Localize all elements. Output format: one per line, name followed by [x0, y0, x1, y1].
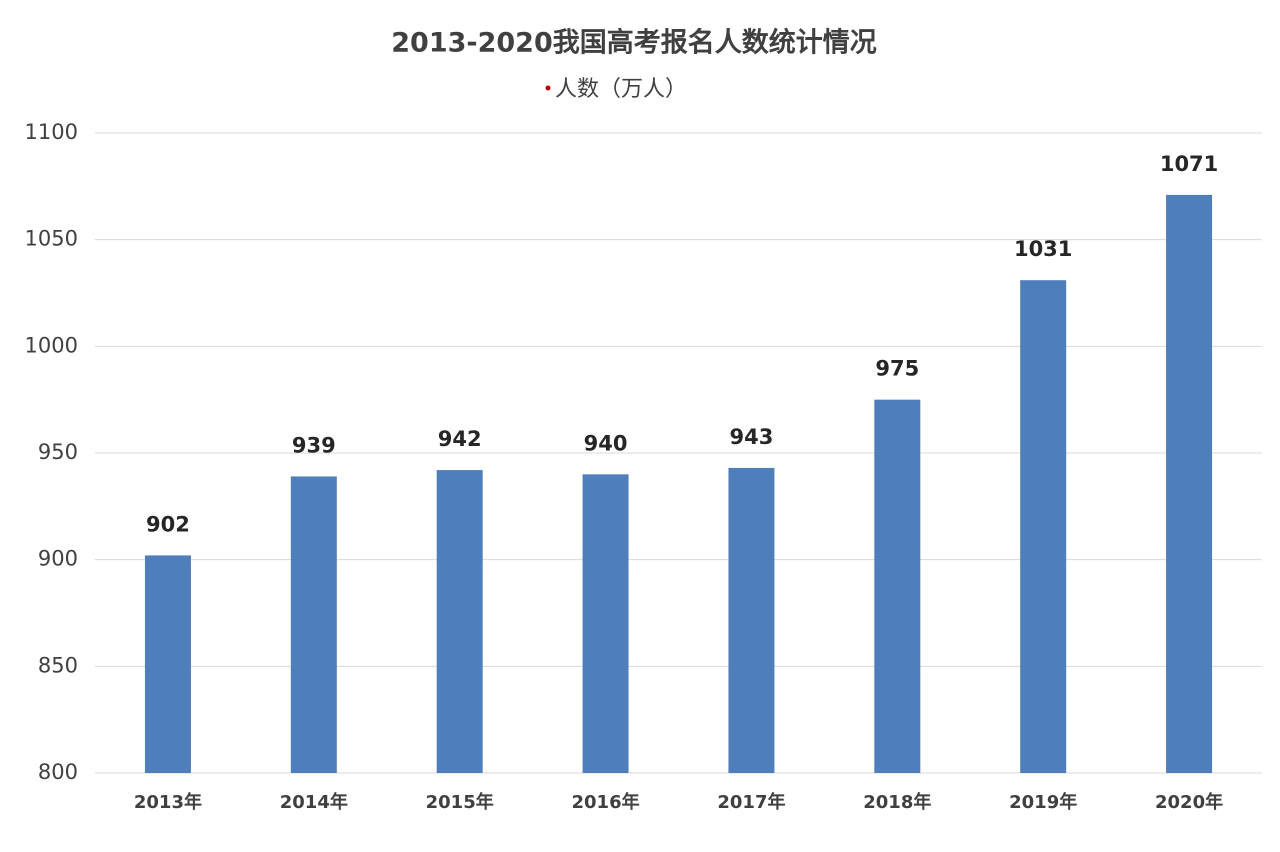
chart-title: 2013-2020我国高考报名人数统计情况: [391, 27, 877, 59]
data-label: 902: [146, 512, 190, 536]
x-tick-label: 2018年: [863, 791, 931, 813]
y-tick-label: 1050: [25, 227, 78, 251]
y-tick-label: 850: [38, 653, 78, 677]
bar: [1020, 280, 1067, 773]
bar: [144, 555, 191, 773]
data-label: 942: [438, 427, 482, 451]
bar: [436, 470, 483, 773]
y-tick-label: 950: [38, 440, 78, 464]
bar: [582, 474, 629, 773]
y-tick-label: 1100: [25, 120, 78, 144]
x-tick-label: 2016年: [572, 791, 640, 813]
legend-marker: [545, 85, 551, 91]
data-label: 943: [730, 425, 774, 449]
bar: [874, 399, 921, 773]
legend-label: 人数（万人）: [555, 77, 687, 102]
y-tick-label: 800: [38, 760, 78, 784]
data-label: 940: [584, 431, 628, 455]
data-label: 1071: [1160, 152, 1218, 176]
y-tick-label: 1000: [25, 333, 78, 357]
y-tick-label: 900: [38, 547, 78, 571]
x-tick-label: 2020年: [1155, 791, 1223, 813]
x-tick-label: 2013年: [134, 791, 202, 813]
x-tick-label: 2017年: [717, 791, 785, 813]
x-tick-label: 2014年: [280, 791, 348, 813]
data-label: 975: [875, 357, 919, 381]
data-label: 939: [292, 433, 336, 457]
x-tick-label: 2019年: [1009, 791, 1077, 813]
x-tick-label: 2015年: [426, 791, 494, 813]
bar: [1166, 194, 1213, 773]
data-label: 1031: [1014, 237, 1072, 261]
bar: [728, 467, 775, 773]
bar: [290, 476, 337, 773]
